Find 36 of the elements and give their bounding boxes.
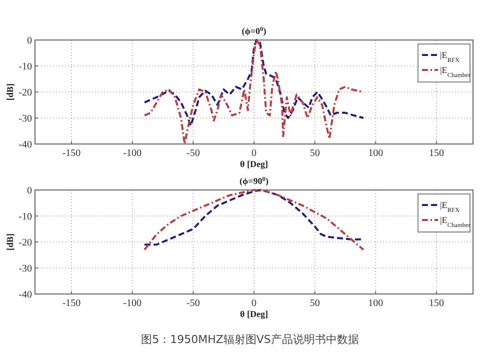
y-tick-label: -10: [18, 62, 32, 72]
legend-label: |E$_{Chamber}$: [440, 215, 472, 228]
x-tick-label: -150: [62, 148, 81, 159]
x-tick-label: 100: [368, 298, 384, 309]
line-series: [144, 39, 364, 127]
y-tick-label: 0: [27, 186, 32, 196]
x-tick-label: -100: [123, 298, 142, 309]
x-tick-label: 0: [252, 298, 256, 309]
x-tick-label: 150: [429, 298, 444, 309]
y-tick-label: -40: [18, 140, 32, 150]
y-tick-label: -20: [18, 88, 32, 98]
y-tick-label: 0: [27, 36, 32, 46]
x-axis-title: θ [Deg]: [240, 309, 268, 319]
x-tick-label: -150: [62, 298, 81, 309]
x-tick-label: -50: [186, 148, 200, 159]
y-tick-label: -30: [18, 264, 32, 274]
y-tick-label: -40: [18, 290, 32, 300]
y-axis-title: [dB]: [5, 83, 15, 101]
x-tick-label: 100: [368, 148, 384, 159]
legend-label: |E$_{RFX}$: [440, 50, 460, 64]
x-tick-label: -50: [186, 298, 200, 309]
x-tick-label: 50: [310, 148, 320, 159]
y-tick-label: -10: [18, 212, 32, 222]
x-axis-title: θ [Deg]: [240, 159, 268, 169]
y-tick-label: -20: [18, 238, 32, 248]
x-tick-label: 50: [310, 298, 320, 309]
y-tick-label: -30: [18, 114, 32, 124]
chart-title: (ϕ=0$^{0}$): [242, 26, 266, 36]
legend-label: |E$_{RFX}$: [440, 200, 460, 214]
x-tick-label: 0: [252, 148, 256, 159]
y-axis-title: [dB]: [5, 233, 15, 251]
x-tick-label: 150: [429, 148, 444, 159]
x-tick-label: -100: [123, 148, 142, 159]
chart-title: (ϕ=90$^{0}$): [240, 176, 268, 186]
caption: 图5：1950MHZ辐射图VS产品说明书中数据: [141, 333, 359, 346]
legend-label: |E$_{Chamber}$: [440, 65, 472, 78]
